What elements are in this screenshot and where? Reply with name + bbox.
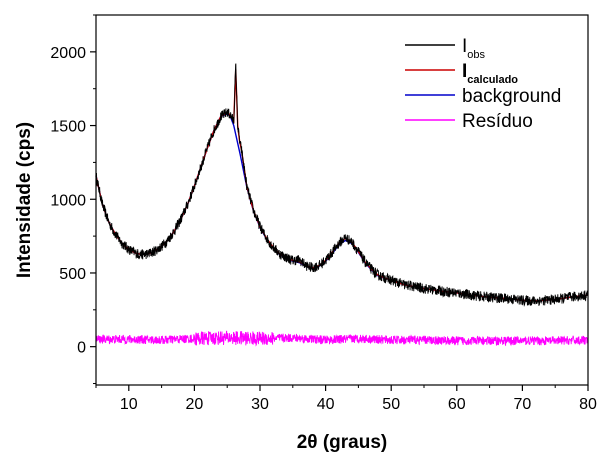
x-axis: 10 20 30 40 50 60 70 80 (95, 385, 597, 413)
x-tick-label: 10 (120, 396, 138, 413)
plot-series-group (95, 63, 589, 347)
y-axis: 0 500 1000 1500 2000 (50, 14, 96, 385)
x-tick-label: 40 (317, 396, 335, 413)
y-axis-title: Intensidade (cps) (14, 122, 35, 278)
legend-label: background (462, 86, 561, 107)
x-tick-label: 70 (514, 396, 532, 413)
y-tick-label: 1000 (50, 192, 86, 209)
x-tick-label: 20 (186, 396, 204, 413)
y-tick-label: 1500 (50, 119, 86, 136)
series-line (95, 330, 589, 347)
y-tick-label: 500 (59, 266, 86, 283)
y-tick-label: 0 (77, 340, 86, 357)
series-line (95, 63, 589, 307)
x-tick-label: 30 (251, 396, 269, 413)
legend-label: Resíduo (462, 111, 533, 132)
x-axis-title: 2θ (graus) (297, 432, 388, 453)
x-tick-label: 60 (448, 396, 466, 413)
plot-frame (95, 14, 589, 386)
x-tick-label: 50 (382, 396, 400, 413)
x-tick-label: 80 (579, 396, 597, 413)
y-tick-label: 2000 (50, 45, 86, 62)
